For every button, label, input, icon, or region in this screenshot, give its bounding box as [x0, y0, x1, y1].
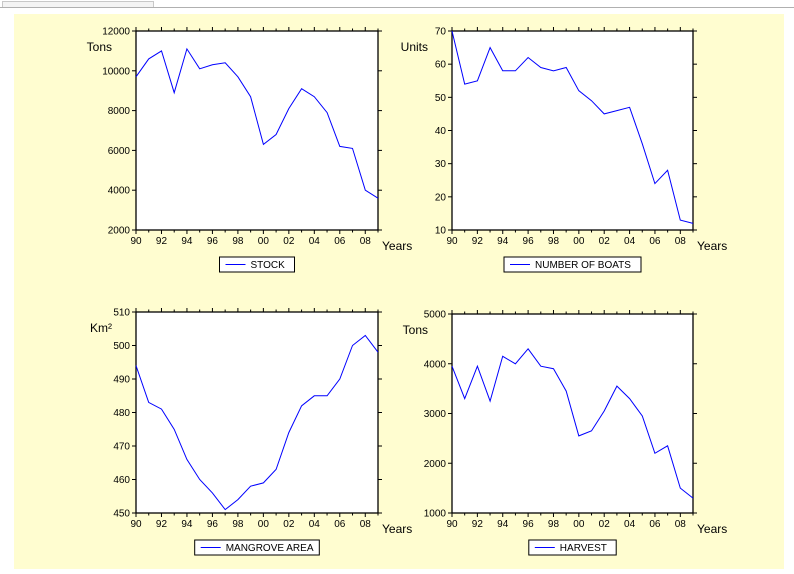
plot-area	[136, 31, 378, 230]
y-tick-label: 30	[435, 159, 447, 170]
x-tick-label: 92	[156, 519, 168, 530]
x-tick-label: 04	[309, 236, 321, 247]
x-tick-label: 96	[207, 519, 219, 530]
y-axis-label: Km²	[90, 321, 112, 335]
y-tick-label: 460	[113, 475, 130, 486]
x-tick-label: 96	[207, 236, 219, 247]
x-axis-label: Years	[382, 239, 412, 253]
chart-1: 2000 4000 6000 8000 10000 12000 90 92 94 96 98 00 02…	[87, 27, 413, 273]
y-tick-label: 8000	[108, 106, 131, 117]
x-tick-label: 90	[446, 519, 458, 530]
y-tick-label: 5000	[424, 310, 447, 321]
x-tick-label: 90	[446, 236, 458, 247]
x-tick-label: 94	[181, 236, 193, 247]
y-tick-label: 2000	[108, 226, 131, 237]
plot-area	[136, 312, 378, 513]
x-tick-label: 06	[649, 519, 661, 530]
legend: HARVEST	[529, 540, 616, 555]
x-tick-label: 96	[523, 519, 535, 530]
x-tick-label: 06	[649, 236, 661, 247]
divider	[0, 7, 794, 8]
legend-label: HARVEST	[560, 543, 607, 554]
x-tick-label: 00	[573, 236, 585, 247]
legend: STOCK	[220, 257, 295, 272]
chart-2: 10 20 30 40 50 60 70 90 92 94 96 98 00 02 04 06 08 Units Y…	[401, 27, 728, 273]
y-tick-label: 4000	[424, 359, 447, 370]
y-tick-label: 50	[435, 93, 447, 104]
window-top-bar	[0, 0, 794, 12]
y-tick-label: 20	[435, 192, 447, 203]
x-tick-label: 08	[360, 519, 372, 530]
chart-4: 1000 2000 3000 4000 5000 90 92 94 96 98 00 02 04 06 08…	[403, 310, 728, 556]
y-tick-label: 3000	[424, 409, 447, 420]
y-tick-label: 500	[113, 341, 130, 352]
x-tick-label: 94	[497, 236, 509, 247]
x-tick-label: 08	[675, 519, 687, 530]
chart-3: 450 460 470 480 490 500 510 90 92 94 96 98 00 02 04 06 0…	[90, 308, 412, 556]
x-tick-label: 02	[599, 519, 611, 530]
x-tick-label: 04	[624, 519, 636, 530]
y-axis-label: Tons	[403, 323, 428, 337]
legend: MANGROVE AREA	[195, 540, 320, 555]
x-tick-label: 90	[130, 236, 142, 247]
legend-label: STOCK	[251, 260, 286, 271]
x-tick-label: 04	[309, 519, 321, 530]
y-tick-label: 70	[435, 27, 447, 38]
y-axis-label: Units	[401, 40, 428, 54]
x-tick-label: 92	[472, 236, 484, 247]
x-tick-label: 08	[360, 236, 372, 247]
y-tick-label: 6000	[108, 146, 131, 157]
x-tick-label: 02	[599, 236, 611, 247]
x-axis-label: Years	[697, 522, 727, 536]
x-tick-label: 94	[181, 519, 193, 530]
legend: NUMBER OF BOATS	[504, 257, 641, 272]
x-tick-label: 08	[675, 236, 687, 247]
x-tick-label: 06	[334, 236, 346, 247]
x-tick-label: 98	[548, 236, 560, 247]
x-axis-label: Years	[382, 522, 412, 536]
y-tick-label: 12000	[102, 27, 130, 38]
x-tick-label: 94	[497, 519, 509, 530]
y-tick-label: 40	[435, 126, 447, 137]
x-tick-label: 98	[548, 519, 560, 530]
y-tick-label: 490	[113, 375, 130, 386]
x-tick-label: 04	[624, 236, 636, 247]
legend-label: MANGROVE AREA	[226, 543, 314, 554]
x-tick-label: 98	[232, 236, 244, 247]
x-tick-label: 00	[258, 236, 270, 247]
y-tick-label: 1000	[424, 509, 447, 520]
plot-area	[452, 31, 693, 230]
y-tick-label: 4000	[108, 186, 131, 197]
x-tick-label: 90	[130, 519, 142, 530]
y-tick-label: 450	[113, 509, 130, 520]
y-tick-label: 10	[435, 226, 447, 237]
x-tick-label: 02	[283, 236, 295, 247]
legend-label: NUMBER OF BOATS	[535, 260, 631, 271]
y-tick-label: 60	[435, 60, 447, 71]
y-tick-label: 2000	[424, 459, 447, 470]
y-tick-label: 480	[113, 408, 130, 419]
y-axis-label: Tons	[87, 40, 112, 54]
x-tick-label: 96	[523, 236, 535, 247]
y-tick-label: 470	[113, 442, 130, 453]
x-tick-label: 98	[232, 519, 244, 530]
x-tick-label: 00	[573, 519, 585, 530]
x-tick-label: 02	[283, 519, 295, 530]
x-tick-label: 92	[472, 519, 484, 530]
y-tick-label: 10000	[102, 66, 130, 77]
x-axis-label: Years	[697, 239, 727, 253]
x-tick-label: 06	[334, 519, 346, 530]
x-tick-label: 00	[258, 519, 270, 530]
y-tick-label: 510	[113, 308, 130, 319]
x-tick-label: 92	[156, 236, 168, 247]
